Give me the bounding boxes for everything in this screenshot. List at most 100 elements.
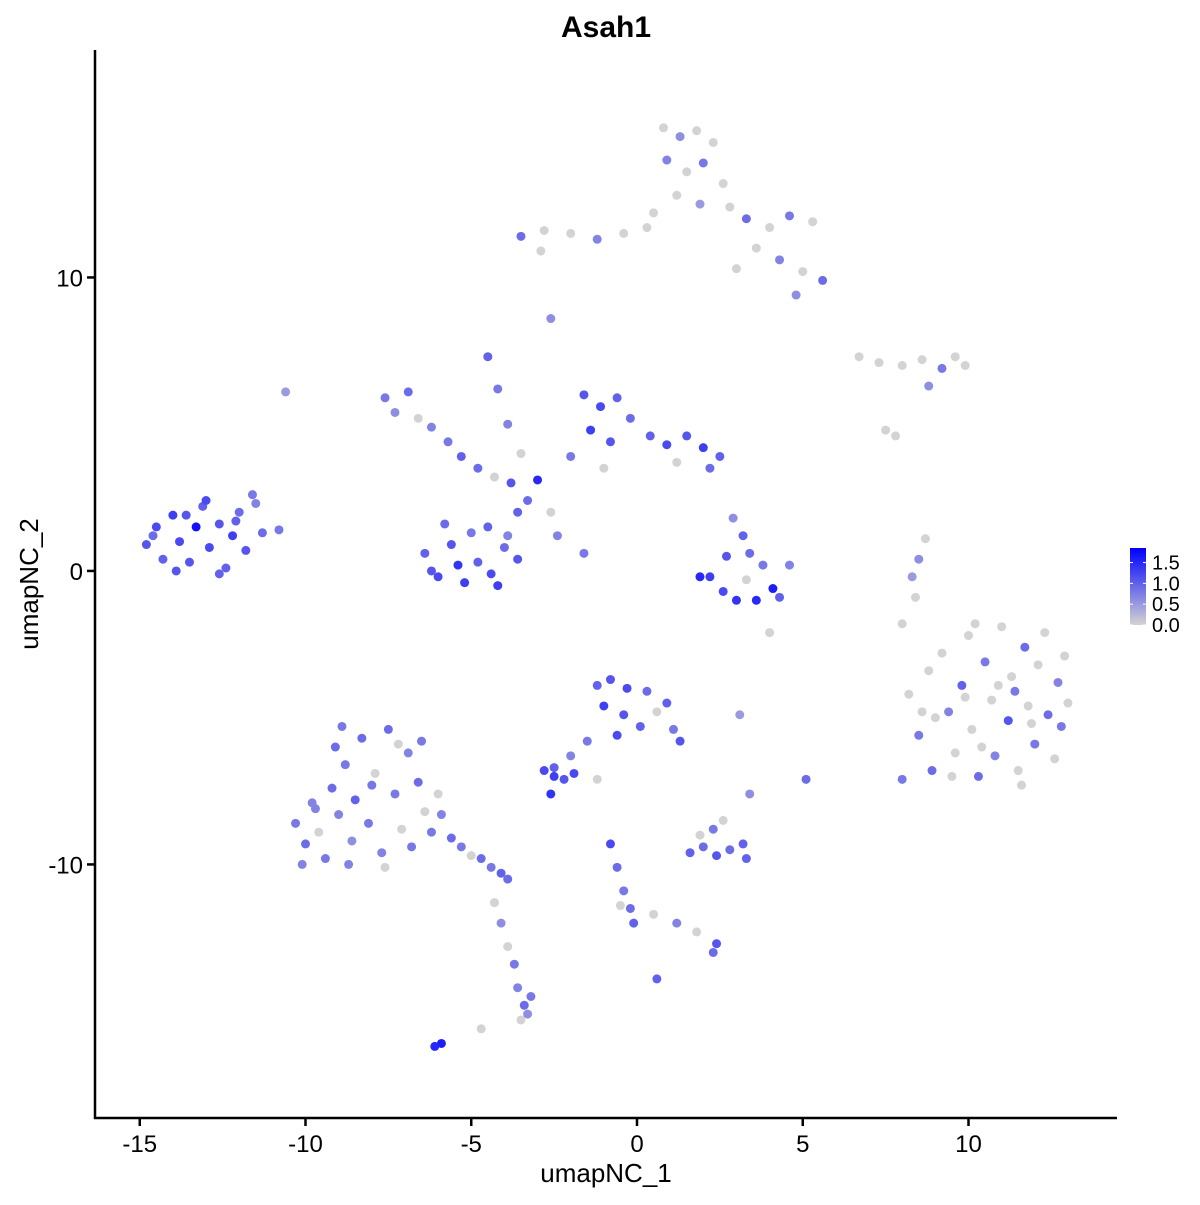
point xyxy=(605,839,615,849)
point xyxy=(1056,721,1066,731)
point xyxy=(413,413,423,423)
point xyxy=(917,707,927,717)
point xyxy=(1043,710,1053,720)
point xyxy=(251,498,261,508)
point xyxy=(509,959,519,969)
point xyxy=(987,695,997,705)
point xyxy=(738,531,748,541)
point xyxy=(725,202,735,212)
point xyxy=(705,572,715,582)
point xyxy=(443,437,453,447)
point xyxy=(605,675,615,685)
point xyxy=(1053,677,1063,687)
point xyxy=(1050,754,1060,764)
point xyxy=(503,419,513,429)
point xyxy=(214,569,224,579)
point xyxy=(291,818,301,828)
point xyxy=(460,578,470,588)
point xyxy=(380,393,390,403)
point xyxy=(775,255,785,265)
point xyxy=(370,768,380,778)
point xyxy=(910,592,920,602)
point xyxy=(1030,739,1040,749)
point xyxy=(344,859,354,869)
point xyxy=(937,648,947,658)
colorbar-tick-label: 0.5 xyxy=(1152,594,1180,616)
point xyxy=(473,463,483,473)
point xyxy=(625,903,635,913)
point xyxy=(818,275,828,285)
point xyxy=(622,683,632,693)
point xyxy=(735,710,745,720)
x-tick-label: -10 xyxy=(288,1131,323,1158)
point xyxy=(698,842,708,852)
point xyxy=(489,472,499,482)
point xyxy=(765,223,775,233)
point xyxy=(506,478,516,488)
point xyxy=(466,528,476,538)
point xyxy=(897,360,907,370)
x-tick-label: 10 xyxy=(955,1131,982,1158)
point xyxy=(426,827,436,837)
point xyxy=(148,531,158,541)
point xyxy=(897,619,907,629)
point xyxy=(758,560,768,570)
point xyxy=(615,901,625,911)
x-tick-label: -15 xyxy=(122,1131,157,1158)
point xyxy=(897,774,907,784)
point xyxy=(1063,698,1073,708)
point xyxy=(914,554,924,564)
point xyxy=(957,680,967,690)
point xyxy=(579,548,589,558)
point xyxy=(950,748,960,758)
point xyxy=(721,551,731,561)
point xyxy=(682,167,692,177)
point xyxy=(1033,660,1043,670)
colorbar-tick-label: 1.0 xyxy=(1152,573,1180,595)
point xyxy=(672,190,682,200)
point xyxy=(645,431,655,441)
colorbar-tick-label: 0.0 xyxy=(1152,615,1180,637)
point xyxy=(516,231,526,241)
point xyxy=(963,631,973,641)
point xyxy=(695,830,705,840)
point xyxy=(1040,628,1050,638)
point xyxy=(503,942,513,952)
point xyxy=(698,443,708,453)
point xyxy=(659,123,669,133)
point xyxy=(241,545,251,555)
point xyxy=(973,771,983,781)
point xyxy=(330,742,340,752)
point xyxy=(649,909,659,919)
point xyxy=(546,314,556,324)
point xyxy=(1003,716,1013,726)
point xyxy=(446,540,456,550)
point xyxy=(231,516,241,526)
point xyxy=(731,595,741,605)
point xyxy=(413,777,423,787)
point xyxy=(1020,642,1030,652)
point xyxy=(549,771,559,781)
point xyxy=(917,355,927,365)
point xyxy=(496,918,506,928)
point xyxy=(320,854,330,864)
point xyxy=(486,569,496,579)
point xyxy=(672,918,682,928)
point xyxy=(725,845,735,855)
point xyxy=(652,974,662,984)
point xyxy=(881,425,891,435)
point xyxy=(924,666,934,676)
point xyxy=(642,686,652,696)
point xyxy=(440,519,450,529)
point xyxy=(801,774,811,784)
point xyxy=(430,1041,440,1051)
point xyxy=(300,839,310,849)
point xyxy=(476,1024,486,1034)
point xyxy=(523,1009,533,1019)
point xyxy=(997,622,1007,632)
point xyxy=(907,572,917,582)
point xyxy=(337,721,347,731)
point xyxy=(695,572,705,582)
point xyxy=(891,431,901,441)
point xyxy=(403,387,413,397)
